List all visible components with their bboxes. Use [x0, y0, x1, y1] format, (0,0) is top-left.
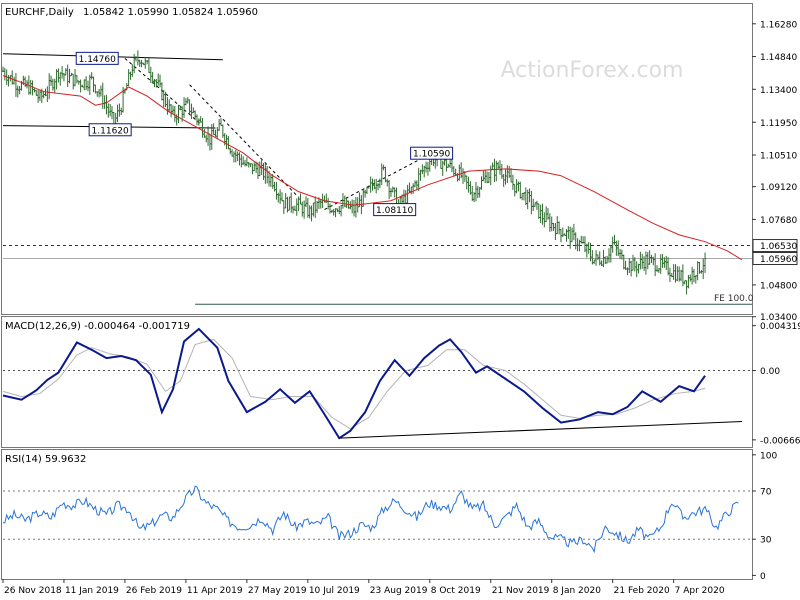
x-axis-label: 21 Nov 2019: [492, 586, 550, 596]
rsi-y-tick-label: 100: [760, 451, 777, 461]
price-y-tick-label: 1.03400: [760, 313, 797, 323]
price-y-tick-label: 1.09120: [760, 183, 797, 193]
price-y-tick-label: 1.07680: [760, 216, 797, 226]
price-annotation-box: [88, 123, 132, 137]
price-annotation-label: 1.11620: [92, 126, 129, 136]
macd-line: [2, 327, 706, 440]
macd-panel: [1, 316, 753, 448]
rsi-y-tick-label: 0: [760, 572, 766, 582]
x-axis-label: 11 Jan 2019: [65, 586, 119, 596]
x-axis-label: 23 Aug 2019: [370, 586, 428, 596]
macd-y-tick-label: -0.006663: [760, 436, 800, 446]
rsi-y-tick-label: 30: [760, 536, 772, 546]
trend-dashed-line: [324, 152, 432, 211]
level-price-box: [752, 239, 798, 253]
rsi-y-tick-label: 70: [760, 487, 772, 497]
x-axis-label: 11 Apr 2019: [187, 586, 243, 596]
price-annotation-label: 1.08110: [376, 206, 413, 216]
price-y-tick-label: 1.10510: [760, 152, 797, 162]
price-annotation-label: 1.14760: [79, 55, 116, 65]
price-y-tick-label: 1.04800: [760, 281, 797, 291]
price-y-tick-label: 1.13400: [760, 86, 797, 96]
symbol-label: EURCHF,Daily: [5, 7, 74, 18]
price-panel: [1, 3, 753, 315]
macd-y-tick-label: 0.00: [760, 367, 780, 377]
x-axis-label: 7 Apr 2020: [675, 586, 725, 596]
x-axis-label: 26 Feb 2019: [126, 586, 182, 596]
macd-y-tick-label: 0.004319: [760, 322, 800, 332]
current-price-box: [752, 252, 798, 266]
watermark: ActionForex.com: [501, 58, 684, 83]
rsi-panel: [1, 449, 753, 580]
symbol-header: EURCHF,Daily 1.05842 1.05990 1.05824 1.0…: [5, 7, 258, 18]
macd-header: MACD(12,26,9) -0.000464 -0.001719: [5, 321, 190, 332]
x-axis-label: 8 Jan 2020: [553, 586, 601, 596]
x-axis-label: 8 Oct 2019: [431, 586, 481, 596]
level-price-label: 1.06530: [760, 242, 797, 252]
macd-trendline: [339, 421, 743, 439]
price-y-tick-label: 1.14840: [760, 53, 797, 63]
x-axis-label: 26 Nov 2018: [4, 586, 62, 596]
price-annotation-box: [75, 51, 119, 65]
trend-dashed-line: [124, 57, 203, 127]
price-y-tick-label: 1.16280: [760, 20, 797, 30]
moving-average-line: [2, 75, 743, 261]
ohlc-values: 1.05842 1.05990 1.05824 1.05960: [83, 7, 258, 18]
price-annotation-label: 1.10590: [413, 150, 450, 160]
x-axis-label: 27 May 2019: [248, 586, 307, 596]
price-y-tick-label: 1.11950: [760, 119, 797, 129]
trend-dashed-line: [189, 84, 299, 198]
current-price-label: 1.05960: [760, 255, 797, 265]
x-axis-label: 10 Jul 2019: [309, 586, 360, 596]
x-axis-label: 21 Feb 2020: [614, 586, 670, 596]
macd-signal-line: [2, 338, 706, 430]
price-annotation-box: [410, 146, 454, 160]
rsi-header: RSI(14) 59.9632: [5, 454, 86, 465]
fe-level-label: FE 100.0: [714, 294, 754, 304]
price-annotation-box: [373, 203, 417, 217]
rsi-line: [2, 485, 739, 554]
